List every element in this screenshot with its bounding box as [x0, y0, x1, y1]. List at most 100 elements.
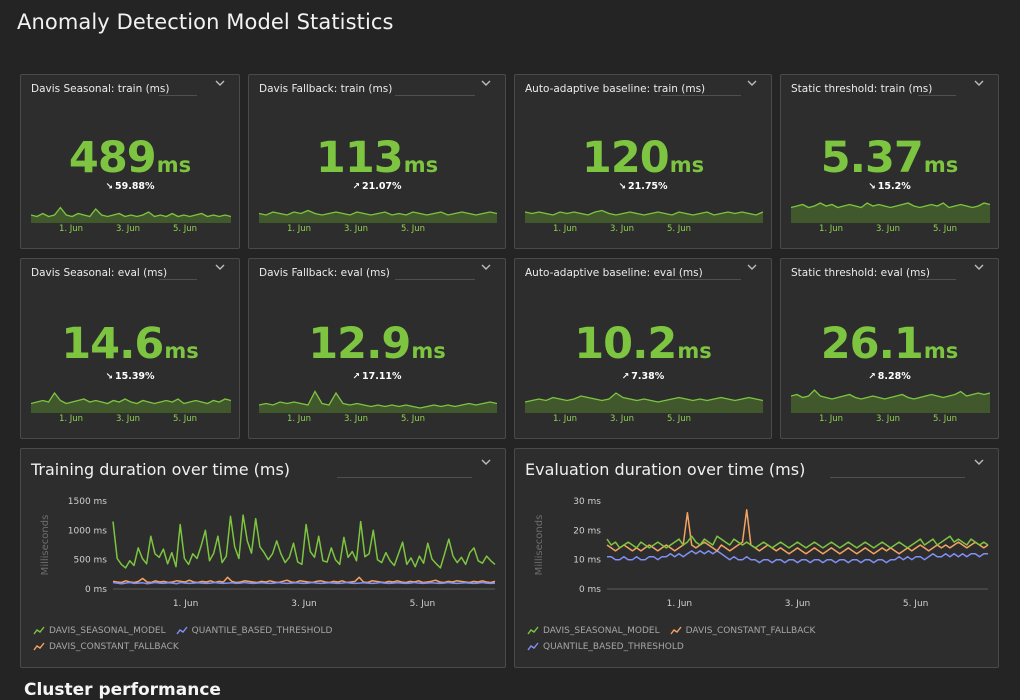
sparkline-date-label: 5. Jun	[932, 224, 958, 234]
metric-tile[interactable]: Static threshold: train (ms) 5.37ms ↘ 15.2%…	[780, 74, 999, 249]
line-chart: Milliseconds 0 ms 500 ms 1000 ms 1500 ms 1. J…	[40, 497, 496, 609]
series-line-quantile-based-threshold	[112, 581, 496, 585]
chart-menu-chevron-icon[interactable]	[970, 457, 988, 471]
sparkline-date-label: 3. Jun	[115, 414, 141, 424]
tile-menu-chevron-icon[interactable]	[211, 78, 229, 92]
chart-tile[interactable]: Evaluation duration over time (ms) Millis…	[514, 448, 999, 668]
sparkline-line	[791, 389, 990, 400]
legend-item[interactable]: DAVIS_CONSTANT_FALLBACK	[33, 639, 179, 655]
tile-delta-value: 7.38%	[631, 371, 665, 382]
tile-value-number: 12.9	[308, 319, 411, 369]
sparkline-date-label: 3. Jun	[609, 414, 635, 424]
tile-value-number: 489	[68, 133, 157, 183]
x-tick-label: 5. Jun	[903, 599, 929, 609]
chart-tile[interactable]: Training duration over time (ms) Millisec…	[20, 448, 506, 668]
tile-title-divider	[159, 95, 197, 96]
series-line-quantile-based-threshold	[607, 550, 988, 564]
tile-value-unit: ms	[677, 339, 712, 363]
tile-sparkline	[525, 392, 763, 413]
tile-value-unit: ms	[669, 153, 705, 177]
tile-title: Davis Seasonal: train (ms)	[31, 83, 170, 95]
chart-title-divider	[830, 477, 965, 478]
tile-value: 12.9ms	[249, 319, 505, 369]
tile-title-divider	[661, 279, 741, 280]
metric-tile[interactable]: Davis Seasonal: eval (ms) 14.6ms ↘ 15.39% 1.…	[20, 258, 240, 439]
legend-item[interactable]: DAVIS_SEASONAL_MODEL	[33, 623, 166, 639]
tile-menu-chevron-icon[interactable]	[477, 78, 495, 92]
tile-value-unit: ms	[411, 339, 446, 363]
tile-delta-value: 59.88%	[114, 181, 155, 192]
legend-item[interactable]: QUANTILE_BASED_THRESHOLD	[176, 623, 332, 639]
sparkline-date-label: 5. Jun	[400, 414, 426, 424]
chart-title-divider	[337, 477, 472, 478]
sparkline-date-label: 1. Jun	[818, 414, 844, 424]
tile-value: 113ms	[249, 133, 505, 183]
arrow-up-right-icon: ↗	[352, 372, 360, 382]
arrow-down-right-icon: ↘	[618, 182, 626, 192]
tile-value-number: 14.6	[61, 319, 164, 369]
tile-delta: ↗ 21.07%	[249, 181, 505, 192]
y-tick-label: 30 ms	[573, 497, 601, 507]
tile-value-unit: ms	[923, 153, 959, 177]
legend-item[interactable]: DAVIS_SEASONAL_MODEL	[527, 623, 660, 639]
sparkline-date-label: 3. Jun	[875, 224, 901, 234]
legend-label: DAVIS_SEASONAL_MODEL	[543, 626, 660, 636]
tile-value: 489ms	[21, 133, 239, 183]
sparkline-date-label: 5. Jun	[172, 224, 198, 234]
series-line-davis-seasonal-model	[606, 535, 989, 549]
tile-menu-chevron-icon[interactable]	[743, 78, 761, 92]
tile-delta-value: 21.75%	[627, 181, 668, 192]
tile-value-unit: ms	[164, 339, 199, 363]
sparkline-date-label: 1. Jun	[286, 224, 312, 234]
tile-menu-chevron-icon[interactable]	[211, 262, 229, 276]
legend-line-icon	[670, 626, 682, 635]
sparkline-line	[31, 391, 231, 405]
metric-tile[interactable]: Davis Fallback: train (ms) 113ms ↗ 21.07% 1.…	[248, 74, 506, 249]
metric-tile[interactable]: Davis Fallback: eval (ms) 12.9ms ↗ 17.11% 1.…	[248, 258, 506, 439]
tile-title: Auto-adaptive baseline: eval (ms)	[525, 267, 703, 279]
sparkline-area	[791, 203, 990, 223]
sparkline-date-label: 5. Jun	[666, 414, 692, 424]
tile-menu-chevron-icon[interactable]	[743, 262, 761, 276]
tile-menu-chevron-icon[interactable]	[970, 78, 988, 92]
chart-menu-chevron-icon[interactable]	[477, 457, 495, 471]
tile-title: Davis Fallback: eval (ms)	[259, 267, 390, 279]
arrow-up-right-icon: ↗	[352, 182, 360, 192]
sparkline-date-label: 1. Jun	[286, 414, 312, 424]
metric-tile[interactable]: Auto-adaptive baseline: train (ms) 120ms ↘…	[514, 74, 772, 249]
tile-sparkline	[31, 206, 231, 223]
arrow-up-right-icon: ↗	[621, 372, 630, 382]
sparkline-date-label: 1. Jun	[818, 224, 844, 234]
x-tick-label: 1. Jun	[667, 599, 693, 609]
metric-tile[interactable]: Static threshold: eval (ms) 26.1ms ↗ 8.28% 1…	[780, 258, 999, 439]
sparkline-date-label: 5. Jun	[666, 224, 692, 234]
sparkline-date-label: 5. Jun	[400, 224, 426, 234]
series-line-davis-constant-fallback	[112, 576, 496, 584]
chart-title: Evaluation duration over time (ms)	[525, 460, 806, 479]
sparkline-area	[259, 210, 497, 223]
chart-title: Training duration over time (ms)	[31, 460, 291, 479]
sparkline-date-label: 3. Jun	[609, 224, 635, 234]
tile-value-number: 113	[315, 133, 404, 183]
tile-value: 14.6ms	[21, 319, 239, 369]
sparkline-line	[31, 206, 231, 218]
tile-sparkline	[525, 209, 763, 223]
metric-tile[interactable]: Auto-adaptive baseline: eval (ms) 10.2ms ↗…	[514, 258, 772, 439]
tile-delta-value: 15.39%	[114, 371, 155, 382]
tile-menu-chevron-icon[interactable]	[970, 262, 988, 276]
sparkline-area	[31, 393, 231, 413]
sparkline-date-label: 1. Jun	[552, 224, 578, 234]
y-axis-label: Milliseconds	[534, 515, 545, 576]
tile-title-divider	[918, 279, 956, 280]
tile-menu-chevron-icon[interactable]	[477, 262, 495, 276]
tile-value: 120ms	[515, 133, 771, 183]
tile-title: Davis Seasonal: eval (ms)	[31, 267, 168, 279]
legend-item[interactable]: DAVIS_CONSTANT_FALLBACK	[670, 623, 815, 639]
page-title: Anomaly Detection Model Statistics	[17, 10, 394, 34]
tile-value-unit: ms	[403, 153, 439, 177]
x-tick-label: 3. Jun	[785, 599, 811, 609]
legend-item[interactable]: QUANTILE_BASED_THRESHOLD	[527, 639, 684, 655]
y-tick-label: 0 ms	[579, 585, 601, 595]
legend-label: DAVIS_SEASONAL_MODEL	[49, 626, 166, 636]
metric-tile[interactable]: Davis Seasonal: train (ms) 489ms ↘ 59.88% 1.…	[20, 74, 240, 249]
